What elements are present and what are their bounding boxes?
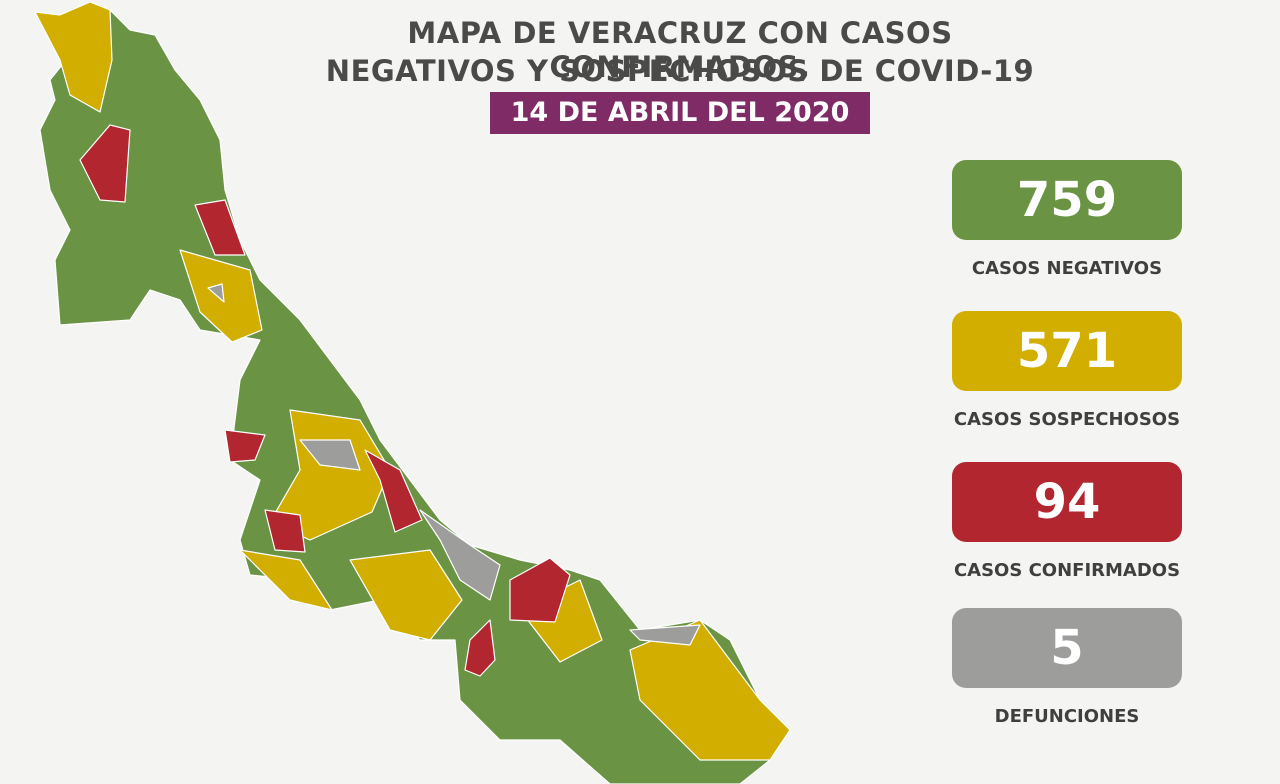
region xyxy=(629,624,701,646)
stat-label: CASOS NEGATIVOS xyxy=(971,258,1163,279)
region xyxy=(239,549,333,611)
region xyxy=(34,1,113,113)
region xyxy=(34,1,791,784)
region xyxy=(629,619,791,761)
region xyxy=(464,619,496,677)
region xyxy=(299,439,361,471)
stat-label: CASOS SOSPECHOSOS xyxy=(953,409,1181,430)
stat-label: DEFUNCIONES xyxy=(994,706,1140,727)
stat-value: 571 xyxy=(952,311,1182,391)
stat-value: 759 xyxy=(952,160,1182,240)
stat-value: 94 xyxy=(952,462,1182,542)
region xyxy=(224,429,266,463)
region xyxy=(349,549,463,641)
stat-label: CASOS CONFIRMADOS xyxy=(953,560,1181,581)
region xyxy=(264,509,306,553)
map xyxy=(34,1,791,784)
region xyxy=(269,409,391,541)
title: MAPA DE VERACRUZ CON CASOS CONFIRMADOS, xyxy=(407,16,953,84)
region xyxy=(207,283,225,303)
region xyxy=(194,199,246,256)
region xyxy=(509,557,571,623)
region xyxy=(79,124,131,203)
stat-value: 5 xyxy=(952,608,1182,688)
title: NEGATIVOS Y SOSPECHOSOS DE COVID-19 xyxy=(325,54,1035,88)
region xyxy=(364,449,423,533)
region xyxy=(419,509,501,601)
date-badge: 14 DE ABRIL DEL 2020 xyxy=(490,92,870,134)
